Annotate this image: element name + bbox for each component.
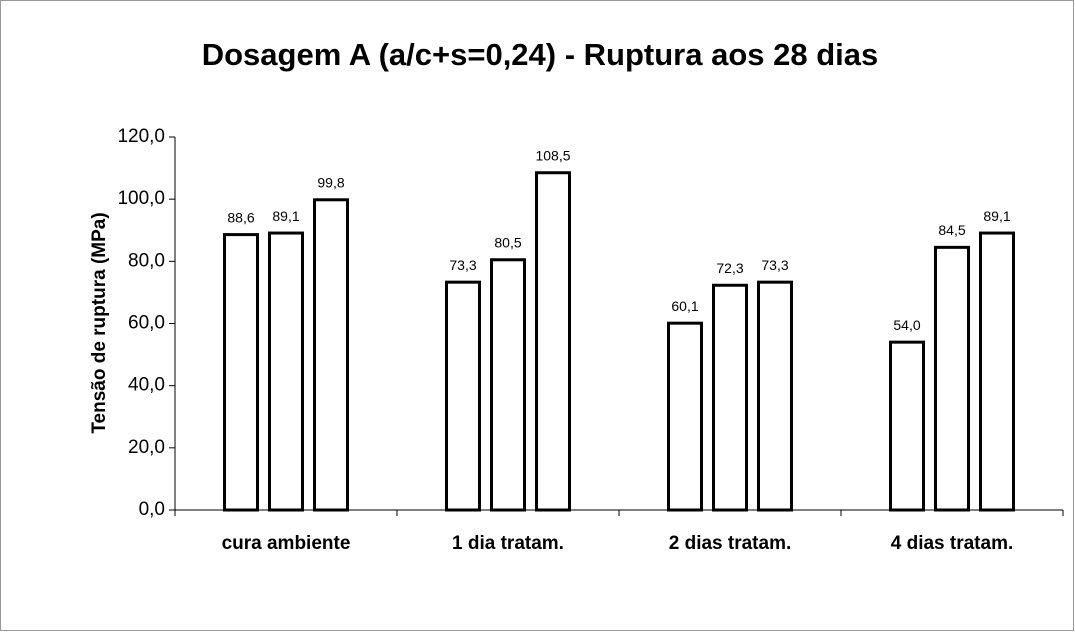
bar xyxy=(979,231,1015,512)
y-tick-label: 100,0 xyxy=(117,188,165,209)
bar xyxy=(889,340,925,512)
bar xyxy=(535,171,571,512)
data-label: 73,3 xyxy=(449,257,476,273)
bar xyxy=(667,321,703,512)
y-tick-label: 120,0 xyxy=(117,126,165,147)
y-tick-label: 0,0 xyxy=(139,499,165,520)
data-label: 99,8 xyxy=(317,174,344,190)
y-tick-label: 80,0 xyxy=(128,250,165,271)
data-label: 73,3 xyxy=(761,257,788,273)
data-label: 60,1 xyxy=(671,298,698,314)
data-label: 89,1 xyxy=(272,208,299,224)
x-tick-label: 1 dia tratam. xyxy=(452,533,564,554)
data-label: 54,0 xyxy=(893,317,920,333)
y-tick-label: 40,0 xyxy=(128,375,165,396)
bar xyxy=(223,233,259,512)
data-label: 80,5 xyxy=(494,234,521,250)
bar xyxy=(445,280,481,512)
bar xyxy=(934,245,970,512)
data-label: 108,5 xyxy=(535,147,570,163)
y-tick-label: 20,0 xyxy=(128,437,165,458)
data-label: 72,3 xyxy=(716,260,743,276)
y-tick-label: 60,0 xyxy=(128,313,165,334)
chart-title: Dosagem A (a/c+s=0,24) - Ruptura aos 28 … xyxy=(202,37,879,72)
bar xyxy=(712,283,748,512)
data-label: 84,5 xyxy=(938,222,965,238)
data-label: 88,6 xyxy=(227,209,254,225)
y-axis-label: Tensão de ruptura (MPa) xyxy=(89,212,110,433)
x-tick-label: 4 dias tratam. xyxy=(891,533,1014,554)
bar xyxy=(757,280,793,512)
bar xyxy=(268,231,304,512)
bar xyxy=(490,258,526,512)
x-tick-label: cura ambiente xyxy=(222,533,351,554)
data-label: 89,1 xyxy=(983,208,1010,224)
bar xyxy=(313,198,349,512)
x-tick-label: 2 dias tratam. xyxy=(669,533,792,554)
